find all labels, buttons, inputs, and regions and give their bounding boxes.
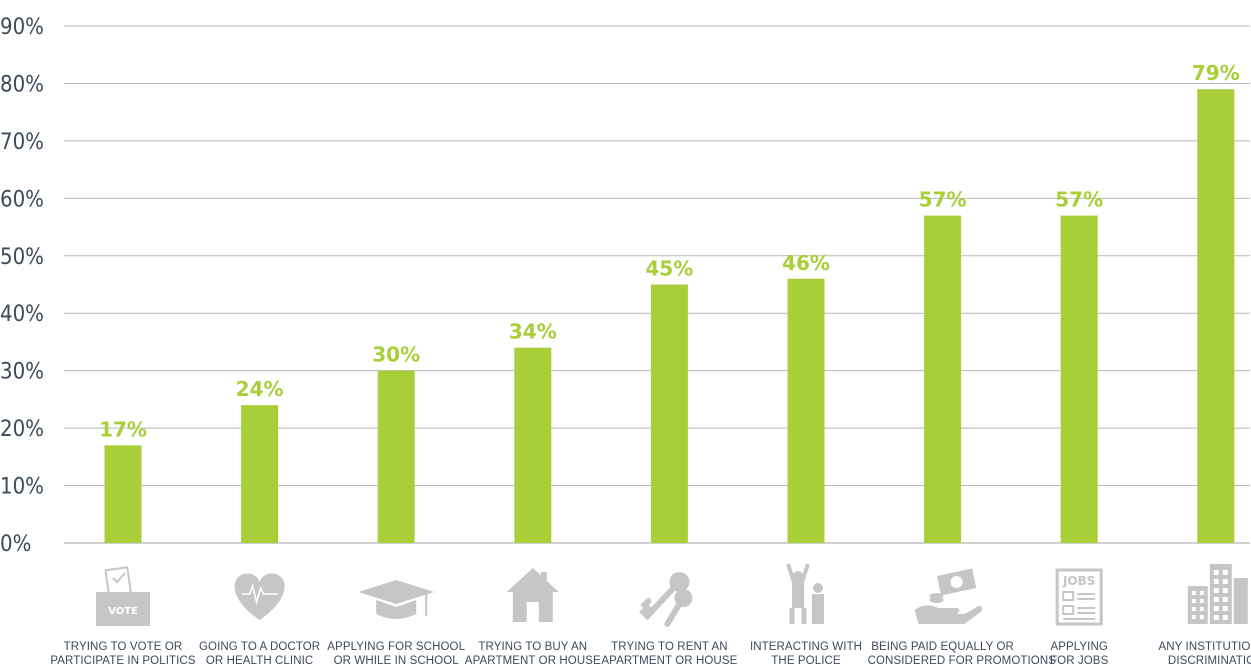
vote-label: VOTE	[108, 606, 138, 617]
jobs-label: JOBS	[1062, 574, 1095, 588]
x-category-line: PARTICIPATE IN POLITICS	[50, 655, 196, 667]
y-tick-label: 60%	[0, 187, 44, 212]
bar	[104, 445, 142, 543]
x-category-label: APPLYING FOR JOBS	[1004, 640, 1154, 668]
bar	[1060, 215, 1098, 544]
x-category-line: OR WHILE IN SCHOOL	[333, 655, 459, 667]
x-category-label: TRYING TO VOTE OR PARTICIPATE IN POLITICS	[48, 640, 198, 668]
x-category-label: ANY INSTITUTIONAL DISCRIMINATION	[1141, 640, 1251, 668]
x-category-label: INTERACTING WITH THE POLICE	[731, 640, 881, 668]
data-labels: 17% 24% 30% 34% 45% 46% 57% 57% 79%	[99, 61, 1240, 441]
heart-pulse-icon	[234, 573, 285, 620]
house-icon	[506, 568, 559, 622]
y-tick-label: 10%	[0, 475, 44, 500]
x-category-line: TRYING TO RENT AN	[611, 641, 728, 653]
x-category-label: BEING PAID EQUALLY OR CONSIDERED FOR PROM…	[867, 640, 1057, 668]
data-label: 57%	[1055, 188, 1103, 212]
y-tick-label: 70%	[0, 130, 44, 155]
x-category-line: TRYING TO BUY AN	[478, 641, 588, 653]
data-label: 45%	[645, 257, 693, 281]
city-buildings-icon	[1187, 564, 1248, 624]
bar	[241, 405, 279, 543]
x-category-line: ANY INSTITUTIONAL	[1158, 641, 1251, 653]
x-category-line: TRYING TO VOTE OR	[63, 641, 183, 653]
y-tick-label: 40%	[0, 302, 44, 327]
police-arrest-icon	[786, 563, 824, 624]
x-category-label: APPLYING FOR SCHOOL OR WHILE IN SCHOOL	[321, 640, 471, 668]
x-category-line: OR HEALTH CLINIC	[205, 655, 314, 667]
data-label: 34%	[509, 320, 557, 344]
money-hand-icon	[914, 568, 983, 624]
ballot-box-icon: VOTE	[96, 566, 150, 626]
x-category-line: APPLYING	[1050, 641, 1108, 653]
x-category-line: CONSIDERED FOR PROMOTIONS	[867, 655, 1057, 667]
x-category-line: INTERACTING WITH	[749, 641, 863, 653]
x-category-line: GOING TO A DOCTOR	[198, 641, 321, 653]
bar	[650, 284, 688, 543]
data-label: 30%	[372, 343, 420, 367]
x-category-label: TRYING TO BUY AN APARTMENT OR HOUSE	[458, 640, 608, 668]
graduation-cap-icon	[358, 580, 435, 619]
bar	[1197, 89, 1235, 543]
y-tick-label: 0%	[0, 532, 31, 557]
bar	[514, 347, 552, 543]
bar	[787, 278, 825, 543]
y-tick-label: 30%	[0, 360, 44, 385]
data-label: 17%	[99, 417, 147, 441]
data-label: 79%	[1192, 61, 1240, 85]
bars	[104, 89, 1235, 544]
x-category-line: DISCRIMINATION	[1167, 655, 1251, 667]
y-tick-label: 20%	[0, 417, 44, 442]
x-category-line: APPLYING FOR SCHOOL	[327, 641, 466, 653]
category-icons: VOTE JOBS	[96, 563, 1248, 627]
x-category-label: GOING TO A DOCTOR OR HEALTH CLINIC	[185, 640, 335, 668]
y-tick-label: 90%	[0, 15, 44, 40]
x-category-line: APARTMENT OR HOUSE	[464, 655, 601, 667]
x-category-line: THE POLICE	[771, 655, 841, 667]
data-label: 24%	[236, 377, 284, 401]
data-label: 57%	[919, 188, 967, 212]
x-category-line: BEING PAID EQUALLY OR	[871, 641, 1014, 653]
bar	[377, 370, 415, 543]
x-category-label: TRYING TO RENT AN APARTMENT OR HOUSE	[594, 640, 744, 668]
keys-icon	[639, 572, 693, 627]
y-tick-label: 80%	[0, 72, 44, 97]
x-category-line: APARTMENT OR HOUSE	[601, 655, 738, 667]
x-category-line: FOR JOBS	[1050, 655, 1109, 667]
y-axis: 0% 10% 20% 30% 40% 50% 60% 70% 80% 90%	[0, 15, 44, 557]
jobs-newspaper-icon: JOBS	[1055, 568, 1103, 626]
data-label: 46%	[782, 251, 830, 275]
y-tick-label: 50%	[0, 245, 44, 270]
bar	[924, 215, 962, 544]
